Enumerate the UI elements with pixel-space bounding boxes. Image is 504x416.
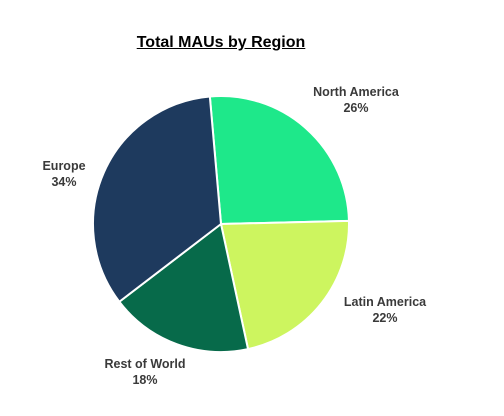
- slice-value-north-america: 26%: [343, 101, 368, 115]
- slice-europe: [92, 95, 222, 303]
- slice-label-rest-of-world: Rest of World: [104, 357, 185, 371]
- pie-slices: [92, 95, 350, 354]
- slice-latin-america: [220, 219, 350, 351]
- pie-labels: North America 26% Latin America 22% Rest of …: [42, 85, 427, 387]
- slice-label-latin-america: Latin America: [344, 295, 427, 309]
- slice-north-america: [208, 95, 350, 225]
- chart-title: Total MAUs by Region: [136, 34, 306, 51]
- slice-value-europe: 34%: [51, 175, 76, 189]
- slice-label-europe: Europe: [42, 159, 85, 173]
- slice-rest-of-world: [118, 223, 250, 354]
- slice-label-north-america: North America: [313, 85, 400, 99]
- slice-value-latin-america: 22%: [372, 311, 397, 325]
- slice-value-rest-of-world: 18%: [132, 373, 157, 387]
